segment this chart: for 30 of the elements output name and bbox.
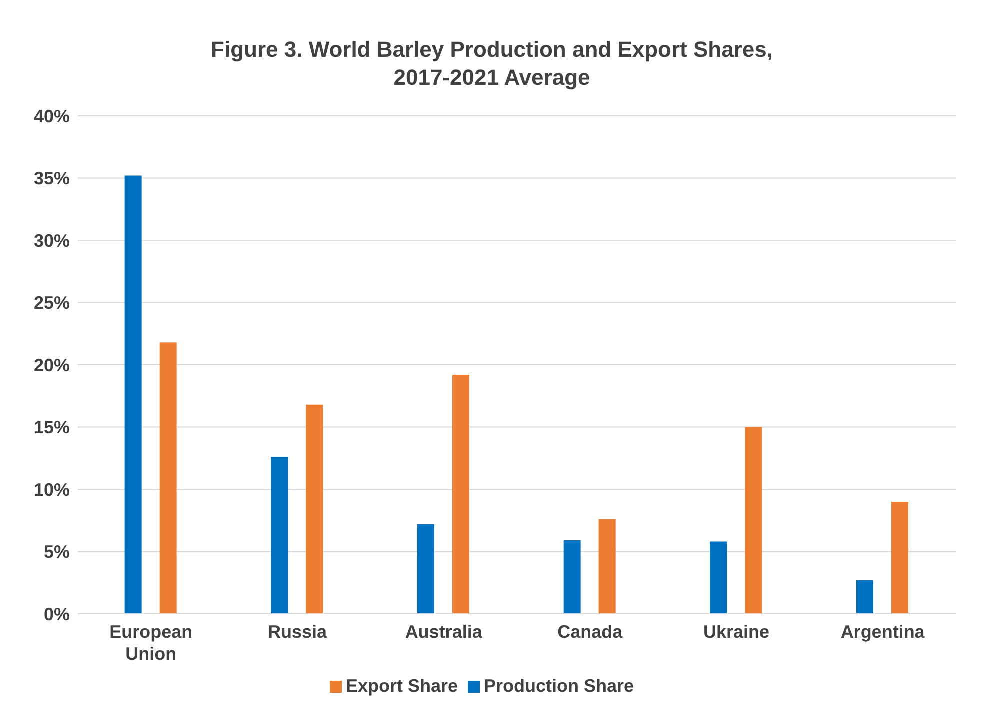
bar [306, 404, 324, 614]
bar [891, 502, 908, 614]
x-tick-label: Ukraine [703, 622, 770, 642]
y-tick-label: 25% [34, 293, 70, 314]
x-tick-label: European Union [110, 622, 193, 664]
legend-label: Production Share [484, 676, 634, 696]
y-tick-label: 5% [44, 542, 70, 562]
x-tick-label: Australia [405, 622, 484, 642]
bar [452, 374, 470, 614]
bar [745, 427, 762, 614]
bar [271, 457, 288, 614]
y-tick-label: 0% [44, 604, 70, 624]
x-tick-label: Russia [268, 622, 328, 642]
bar [598, 519, 616, 614]
y-tick-label: 35% [34, 168, 70, 189]
y-tick-label: 15% [34, 418, 70, 438]
bar [124, 176, 142, 614]
bar [856, 580, 874, 614]
legend-label: Export Share [346, 676, 458, 696]
chart-title: Figure 3. World Barley Production and Export Shares, 2017-2021 Average [210, 36, 774, 92]
y-tick-label: 10% [34, 480, 70, 500]
bar [417, 524, 434, 614]
bar [564, 540, 581, 614]
y-tick-label: 20% [34, 355, 70, 376]
bar [710, 542, 728, 614]
x-tick-label: Canada [558, 622, 624, 642]
bar [160, 342, 177, 614]
x-tick-label: Argentina [840, 622, 926, 642]
y-tick-label: 40% [34, 106, 70, 126]
y-tick-label: 30% [34, 230, 70, 251]
